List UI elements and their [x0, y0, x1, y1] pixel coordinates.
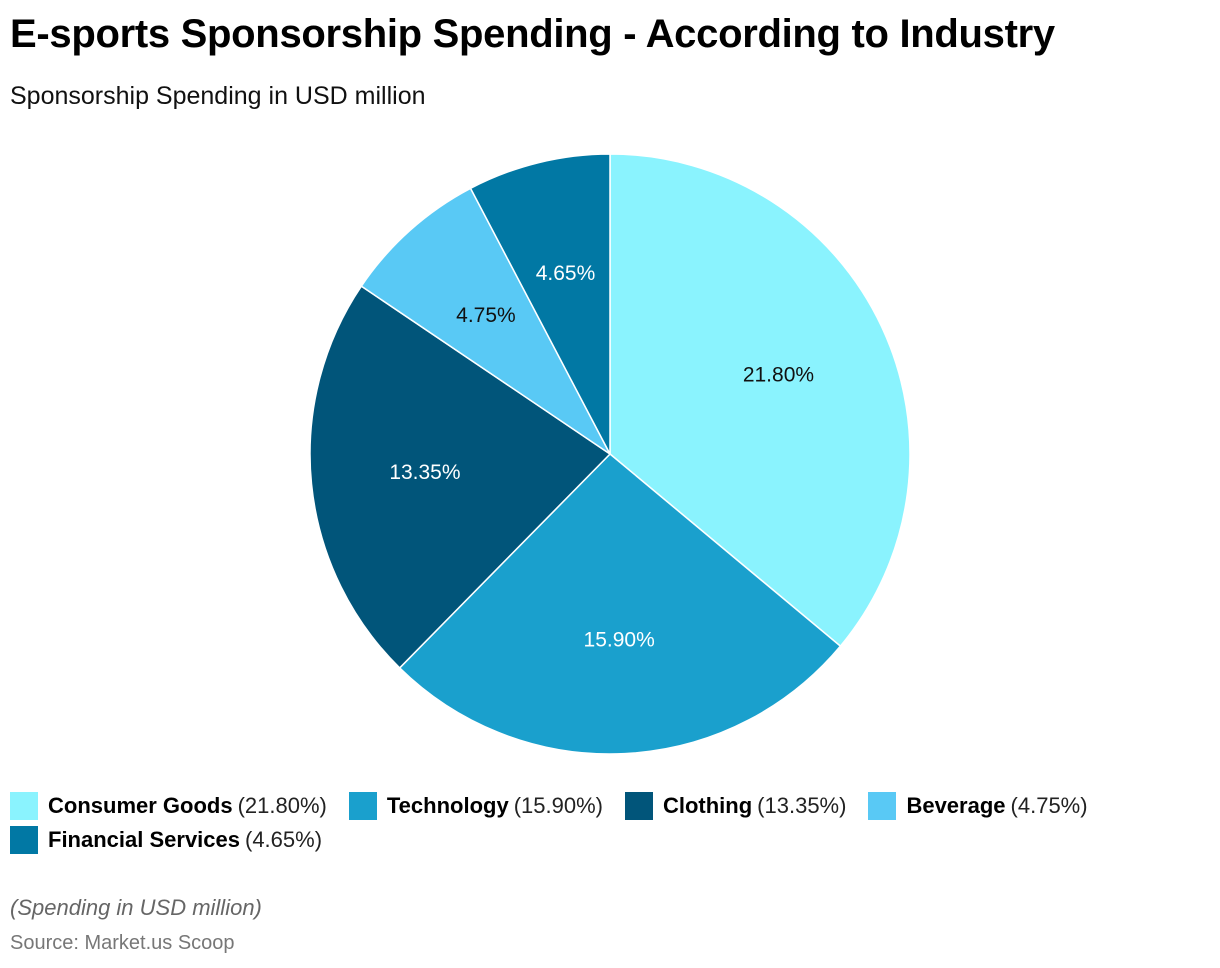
legend-swatch	[348, 792, 377, 820]
legend-percent: (21.80%)	[237, 793, 327, 818]
legend-item[interactable]: Consumer Goods (21.80%)	[10, 792, 327, 820]
legend-item[interactable]: Technology (15.90%)	[348, 792, 603, 820]
legend-swatch	[10, 826, 38, 854]
legend-percent: (15.90%)	[513, 793, 603, 818]
legend-swatch	[868, 792, 897, 820]
legend: Consumer Goods (21.80%) Technology (15.90%)…	[10, 792, 1190, 854]
legend-percent: (13.35%)	[757, 793, 847, 818]
legend-label: Consumer Goods	[48, 793, 233, 818]
legend-swatch	[624, 792, 653, 820]
legend-label: Beverage	[906, 793, 1006, 818]
chart-subtitle: Sponsorship Spending in USD million	[10, 82, 426, 110]
legend-percent: (4.75%)	[1010, 793, 1088, 818]
data-label: 15.90%	[584, 628, 655, 651]
pie-chart: 21.80% 15.90% 13.35% 4.75% 4.65%	[309, 153, 911, 755]
legend-swatch	[10, 792, 38, 820]
legend-item[interactable]: Financial Services (4.65%)	[10, 826, 322, 854]
legend-label: Clothing	[662, 793, 753, 818]
legend-label: Technology	[386, 793, 509, 818]
chart-title: E-sports Sponsorship Spending - Accordin…	[10, 12, 1055, 56]
source-text: Source: Market.us Scoop	[10, 932, 235, 954]
data-label: 21.80%	[743, 364, 814, 387]
pie-slice-financial-services[interactable]	[469, 153, 611, 455]
footer-note: (Spending in USD million)	[10, 895, 262, 920]
pie-slice-technology[interactable]	[398, 452, 842, 755]
data-label: 4.65%	[536, 262, 596, 285]
pie-slice-clothing[interactable]	[309, 285, 612, 669]
legend-item[interactable]: Clothing (13.35%)	[624, 792, 847, 820]
legend-label: Financial Services	[48, 827, 240, 852]
data-label: 4.75%	[456, 304, 516, 327]
legend-item[interactable]: Beverage (4.75%)	[868, 792, 1088, 820]
pie-slice-beverage[interactable]	[360, 187, 611, 455]
data-label: 13.35%	[389, 461, 460, 484]
legend-percent: (4.65%)	[245, 827, 323, 852]
pie-slice-consumer-goods[interactable]	[609, 153, 911, 648]
